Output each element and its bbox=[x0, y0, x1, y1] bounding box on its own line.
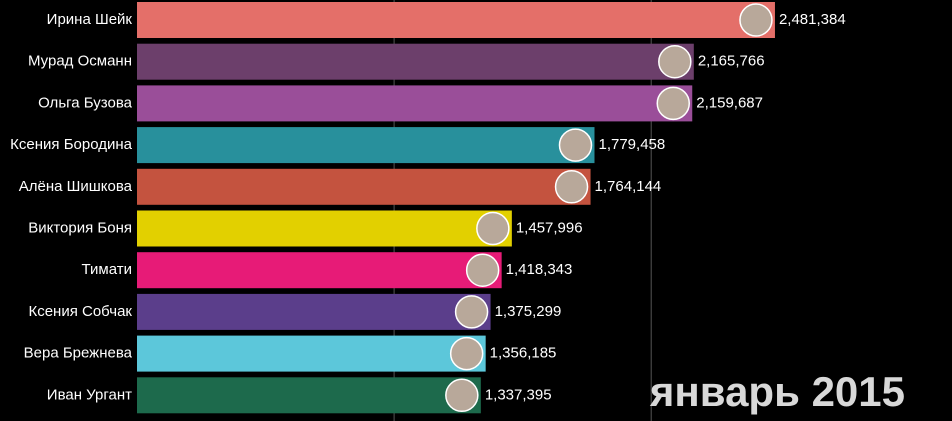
value-label: 2,159,687 bbox=[696, 94, 763, 111]
avatar bbox=[739, 3, 773, 37]
avatar bbox=[449, 336, 484, 371]
bar bbox=[137, 210, 512, 247]
avatar bbox=[554, 170, 589, 204]
bar bbox=[137, 43, 694, 80]
bar bbox=[137, 127, 595, 164]
value-label: 1,457,996 bbox=[516, 219, 583, 236]
category-label: Ксения Бородина bbox=[10, 136, 132, 153]
avatar bbox=[656, 86, 691, 121]
category-label: Иван Ургант bbox=[47, 386, 132, 403]
value-label: 1,764,144 bbox=[595, 178, 662, 195]
category-label: Мурад Османн bbox=[28, 53, 132, 70]
value-label: 2,165,766 bbox=[698, 53, 765, 70]
value-label: 1,356,185 bbox=[490, 345, 557, 362]
avatar bbox=[465, 253, 500, 287]
value-label: 1,418,343 bbox=[506, 261, 573, 278]
value-label: 1,779,458 bbox=[598, 136, 665, 153]
value-label: 1,375,299 bbox=[495, 303, 562, 320]
category-label: Виктория Боня bbox=[28, 219, 132, 236]
bar bbox=[137, 168, 591, 205]
avatar bbox=[454, 295, 489, 329]
bar bbox=[137, 85, 693, 122]
avatar bbox=[558, 128, 593, 162]
category-label: Алёна Шишкова bbox=[19, 178, 133, 195]
bar bbox=[137, 252, 502, 289]
date-label: январь 2015 bbox=[649, 368, 905, 415]
category-label: Ксения Собчак bbox=[28, 303, 132, 320]
avatar bbox=[445, 378, 479, 413]
value-label: 1,337,395 bbox=[485, 386, 552, 403]
category-label: Ольга Бузова bbox=[38, 94, 133, 111]
category-label: Тимати bbox=[82, 261, 132, 278]
bar bbox=[137, 2, 775, 38]
bar bbox=[137, 293, 491, 330]
value-label: 2,481,384 bbox=[779, 11, 846, 28]
bar bbox=[137, 335, 486, 372]
avatar bbox=[476, 211, 510, 246]
avatar bbox=[658, 44, 692, 79]
category-label: Ирина Шейк bbox=[47, 11, 133, 28]
category-label: Вера Брежнева bbox=[24, 345, 133, 362]
bar bbox=[137, 377, 481, 414]
